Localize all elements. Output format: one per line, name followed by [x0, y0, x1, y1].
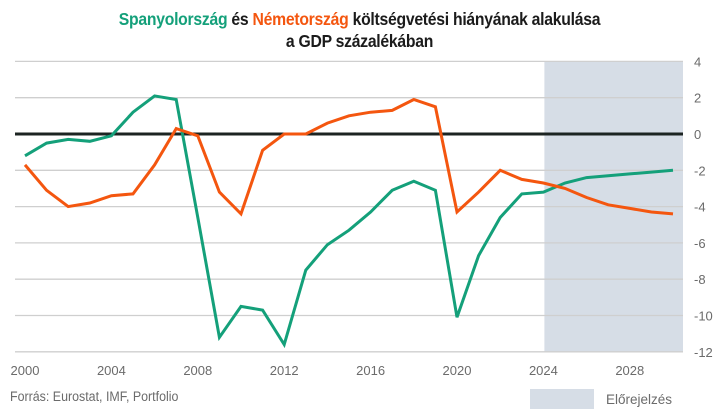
x-tick-label: 2024 [529, 363, 558, 378]
source-note: Forrás: Eurostat, IMF, Portfolio [10, 389, 179, 404]
y-tick-label: -4 [694, 200, 706, 215]
x-tick-label: 2008 [183, 363, 212, 378]
legend-forecast-swatch [530, 389, 594, 409]
x-tick-label: 2020 [443, 363, 472, 378]
y-tick-label: -2 [694, 163, 706, 178]
y-tick-label: 0 [694, 127, 701, 142]
title-germany: Németország [252, 9, 349, 29]
legend-forecast-label: Előrejelzés [606, 391, 673, 407]
series-line-germany [23, 97, 674, 217]
y-tick-label: -8 [694, 272, 706, 287]
legend: Előrejelzés [530, 389, 672, 409]
title-line-1: Spanyolország és Németország költségveté… [36, 8, 683, 30]
title-spain: Spanyolország [118, 9, 228, 29]
x-tick-label: 2004 [97, 363, 126, 378]
x-tick-label: 2000 [11, 363, 40, 378]
x-tick-label: 2028 [615, 363, 644, 378]
title-connector: és [227, 9, 253, 29]
gridlines [15, 60, 683, 353]
series-line-spain [24, 94, 674, 349]
title-rest: költségvetési hiányának alakulása [348, 9, 601, 29]
y-axis-ticks: 4 2 0 -2 -4 -6 -8 -10 -12 [694, 54, 713, 359]
x-tick-label: 2012 [270, 363, 299, 378]
title-line-2: a GDP százalékában [285, 31, 434, 51]
series-lines [23, 94, 674, 349]
y-tick-label: 4 [694, 54, 701, 69]
x-axis-ticks: 2000 2004 2008 2012 2016 2020 2024 2028 [11, 363, 645, 378]
y-tick-label: -6 [694, 236, 706, 251]
chart-title: Spanyolország és Németország költségveté… [36, 8, 683, 52]
y-tick-label: -12 [694, 345, 713, 360]
x-tick-label: 2016 [356, 363, 385, 378]
y-tick-label: -10 [694, 309, 713, 324]
y-tick-label: 2 [694, 91, 701, 106]
